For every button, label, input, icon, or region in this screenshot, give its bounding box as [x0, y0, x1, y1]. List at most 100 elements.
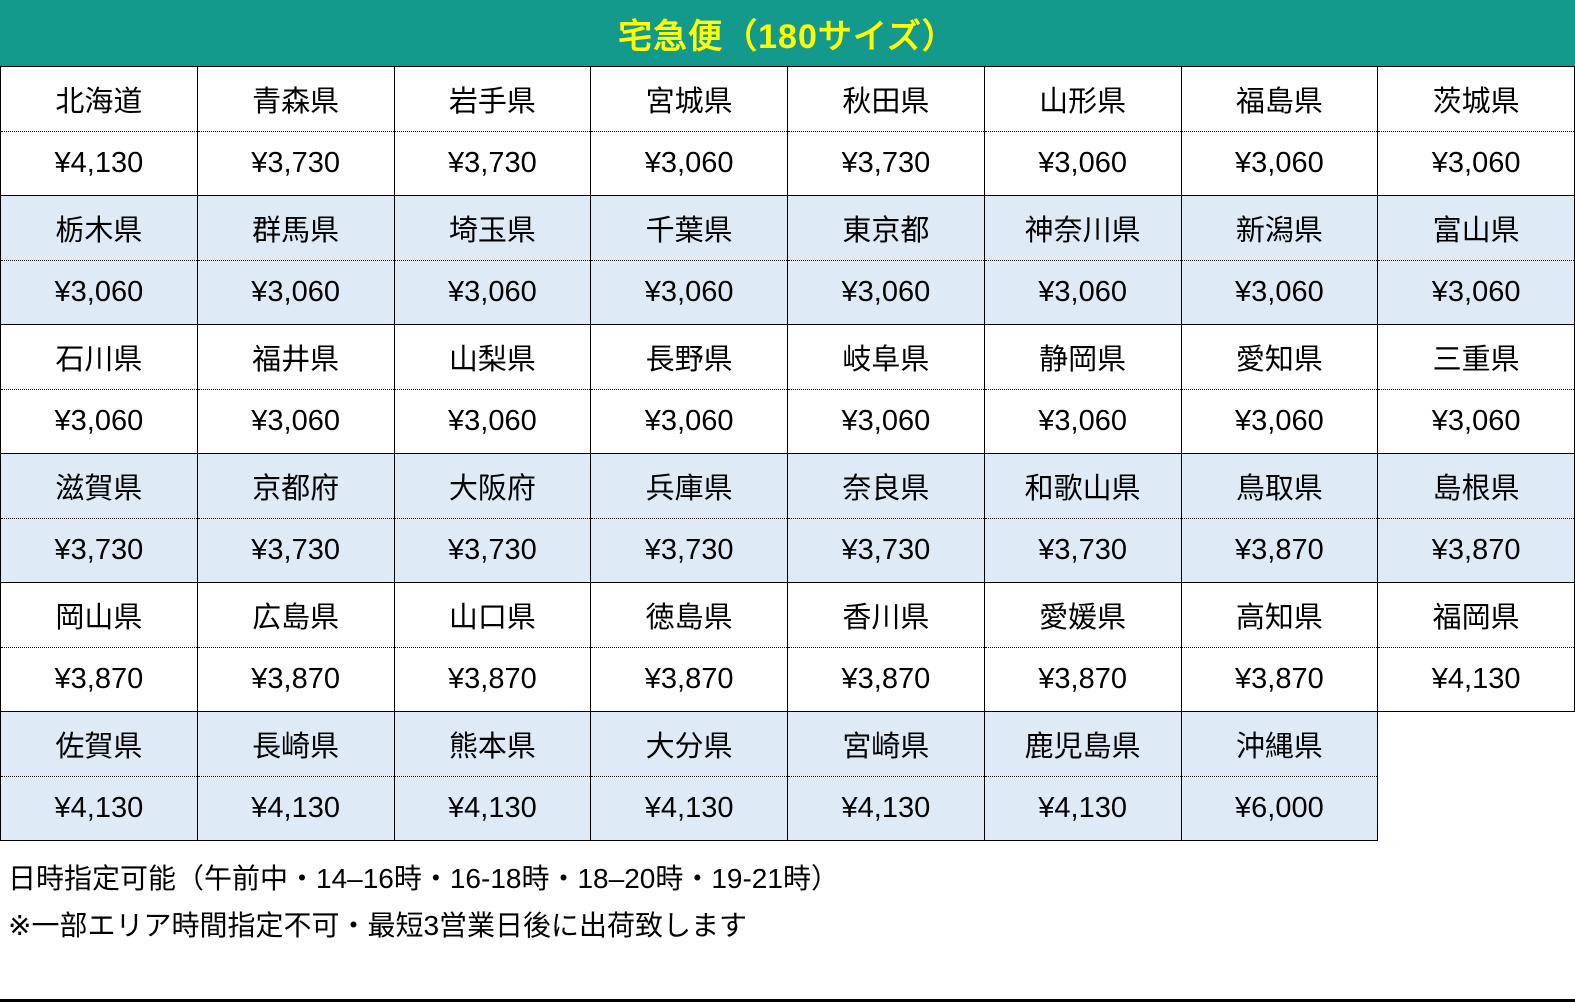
table-title-bar: 宅急便（180サイズ）: [0, 0, 1575, 66]
price-cell: ¥3,060: [1377, 259, 1575, 325]
price-cell: ¥3,060: [590, 388, 788, 454]
shipping-price-table: 北海道 青森県 岩手県 宮城県 秋田県 山形県 福島県 茨城県 ¥4,130 ¥3,730 ¥3,7…: [0, 66, 1575, 841]
prefecture-cell: 和歌山県: [983, 453, 1182, 519]
price-cell: ¥3,730: [0, 517, 198, 583]
price-cell: ¥3,060: [590, 259, 788, 325]
prefecture-cell: 山梨県: [393, 324, 592, 390]
price-cell: ¥3,060: [393, 388, 592, 454]
prefecture-cell: 岐阜県: [787, 324, 985, 390]
price-cell: ¥3,060: [590, 130, 788, 196]
prefecture-row: 石川県 福井県 山梨県 長野県 岐阜県 静岡県 愛知県 三重県: [0, 324, 1575, 390]
prefecture-row: 北海道 青森県 岩手県 宮城県 秋田県 山形県 福島県 茨城県: [0, 66, 1575, 132]
prefecture-cell: 静岡県: [983, 324, 1182, 390]
prefecture-row: 佐賀県 長崎県 熊本県 大分県 宮崎県 鹿児島県 沖縄県: [0, 711, 1575, 777]
price-cell: ¥3,060: [1180, 388, 1379, 454]
price-row: ¥4,130 ¥3,730 ¥3,730 ¥3,060 ¥3,730 ¥3,060 ¥3,0…: [0, 130, 1575, 196]
price-cell: ¥3,870: [590, 646, 788, 712]
prefecture-cell: 東京都: [787, 195, 985, 261]
price-cell: ¥3,730: [393, 130, 592, 196]
prefecture-cell: 石川県: [0, 324, 198, 390]
prefecture-cell: 岩手県: [393, 66, 592, 132]
prefecture-cell: 茨城県: [1377, 66, 1575, 132]
price-cell: ¥4,130: [393, 775, 592, 841]
prefecture-cell: 鹿児島県: [983, 711, 1182, 777]
price-cell: ¥3,060: [1180, 130, 1379, 196]
price-row: ¥3,060 ¥3,060 ¥3,060 ¥3,060 ¥3,060 ¥3,060 ¥3,0…: [0, 259, 1575, 325]
price-cell: ¥4,130: [0, 130, 198, 196]
price-cell: ¥4,130: [983, 775, 1182, 841]
note-area-restrictions: ※一部エリア時間指定不可・最短3営業日後に出荷致します: [8, 910, 748, 941]
price-cell: ¥3,870: [0, 646, 198, 712]
price-row: ¥3,870 ¥3,870 ¥3,870 ¥3,870 ¥3,870 ¥3,870 ¥3,8…: [0, 646, 1575, 712]
price-cell: ¥3,060: [393, 259, 592, 325]
price-cell: ¥3,060: [787, 259, 985, 325]
price-cell: ¥3,730: [196, 130, 395, 196]
prefecture-cell: 栃木県: [0, 195, 198, 261]
price-cell: ¥3,870: [1377, 517, 1575, 583]
prefecture-cell: 埼玉県: [393, 195, 592, 261]
price-cell: ¥3,730: [590, 517, 788, 583]
prefecture-cell: 滋賀県: [0, 453, 198, 519]
price-cell: ¥6,000: [1180, 775, 1379, 841]
prefecture-cell: 長崎県: [196, 711, 395, 777]
price-cell: ¥3,870: [983, 646, 1182, 712]
price-cell: ¥3,730: [787, 130, 985, 196]
prefecture-cell: 大分県: [590, 711, 788, 777]
prefecture-cell: 高知県: [1180, 582, 1379, 648]
price-cell: ¥3,060: [983, 130, 1182, 196]
prefecture-cell: 富山県: [1377, 195, 1575, 261]
price-cell: ¥3,870: [1180, 646, 1379, 712]
prefecture-cell: 島根県: [1377, 453, 1575, 519]
price-cell: ¥3,730: [787, 517, 985, 583]
price-cell: ¥3,870: [196, 646, 395, 712]
prefecture-row: 岡山県 広島県 山口県 徳島県 香川県 愛媛県 高知県 福岡県: [0, 582, 1575, 648]
prefecture-cell: 広島県: [196, 582, 395, 648]
prefecture-cell: 山形県: [983, 66, 1182, 132]
price-cell: ¥3,870: [393, 646, 592, 712]
prefecture-cell: 長野県: [590, 324, 788, 390]
prefecture-cell: 佐賀県: [0, 711, 198, 777]
prefecture-cell: 千葉県: [590, 195, 788, 261]
prefecture-cell: 新潟県: [1180, 195, 1379, 261]
prefecture-cell: 奈良県: [787, 453, 985, 519]
prefecture-cell: 沖縄県: [1180, 711, 1379, 777]
prefecture-cell: 熊本県: [393, 711, 592, 777]
note-delivery-time-options: 日時指定可能（午前中・14–16時・16-18時・18–20時・19-21時）: [8, 863, 839, 894]
price-cell: ¥4,130: [196, 775, 395, 841]
price-cell: ¥4,130: [0, 775, 198, 841]
footnotes: 日時指定可能（午前中・14–16時・16-18時・18–20時・19-21時） …: [0, 841, 1575, 949]
prefecture-cell: 岡山県: [0, 582, 198, 648]
price-cell: ¥3,060: [196, 259, 395, 325]
prefecture-row: 栃木県 群馬県 埼玉県 千葉県 東京都 神奈川県 新潟県 富山県: [0, 195, 1575, 261]
price-cell: ¥3,060: [0, 259, 198, 325]
prefecture-cell: 青森県: [196, 66, 395, 132]
price-row: ¥3,730 ¥3,730 ¥3,730 ¥3,730 ¥3,730 ¥3,730 ¥3,8…: [0, 517, 1575, 583]
price-cell: ¥4,130: [1377, 646, 1575, 712]
prefecture-cell: 京都府: [196, 453, 395, 519]
prefecture-cell: 三重県: [1377, 324, 1575, 390]
prefecture-cell: 兵庫県: [590, 453, 788, 519]
price-cell: ¥3,060: [1377, 130, 1575, 196]
price-cell: ¥3,730: [196, 517, 395, 583]
price-cell: ¥3,060: [983, 259, 1182, 325]
price-cell: ¥3,060: [787, 388, 985, 454]
prefecture-cell: 群馬県: [196, 195, 395, 261]
price-row: ¥3,060 ¥3,060 ¥3,060 ¥3,060 ¥3,060 ¥3,060 ¥3,0…: [0, 388, 1575, 454]
prefecture-cell: 山口県: [393, 582, 592, 648]
prefecture-cell: 福岡県: [1377, 582, 1575, 648]
prefecture-row: 滋賀県 京都府 大阪府 兵庫県 奈良県 和歌山県 鳥取県 島根県: [0, 453, 1575, 519]
price-cell: ¥3,060: [196, 388, 395, 454]
prefecture-cell: 宮城県: [590, 66, 788, 132]
prefecture-cell: 秋田県: [787, 66, 985, 132]
price-cell: ¥4,130: [787, 775, 985, 841]
prefecture-cell: 香川県: [787, 582, 985, 648]
prefecture-cell: 大阪府: [393, 453, 592, 519]
price-cell: ¥3,870: [1180, 517, 1379, 583]
prefecture-cell: 福井県: [196, 324, 395, 390]
price-cell: ¥3,730: [393, 517, 592, 583]
prefecture-cell: 宮崎県: [787, 711, 985, 777]
prefecture-cell: 神奈川県: [983, 195, 1182, 261]
price-cell: ¥3,060: [1377, 388, 1575, 454]
prefecture-cell: 愛媛県: [983, 582, 1182, 648]
